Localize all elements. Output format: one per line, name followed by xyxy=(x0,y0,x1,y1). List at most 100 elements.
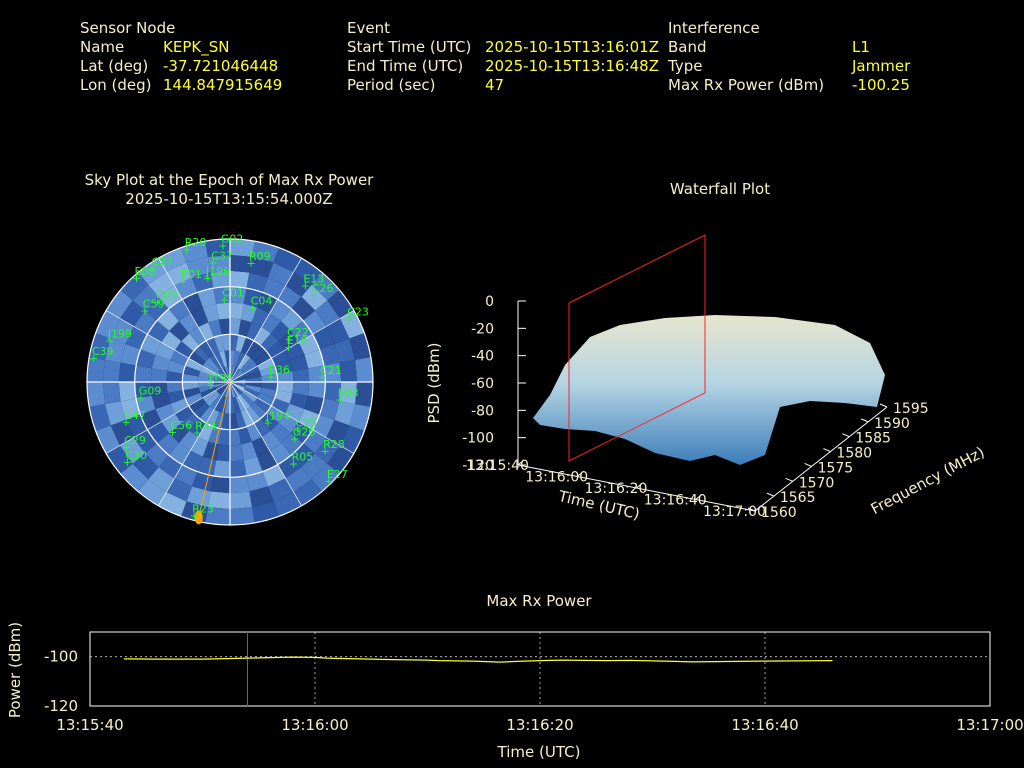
satellite-marker: + xyxy=(289,457,298,470)
sky-cell xyxy=(202,361,218,375)
satellite-label: E01 xyxy=(181,268,202,281)
sky-cell xyxy=(181,241,208,263)
lon-label: Lon (deg) xyxy=(80,76,152,94)
sky-cell xyxy=(349,404,371,431)
satellite-marker: + xyxy=(335,393,344,406)
frequency-tick-label: 1595 xyxy=(893,401,929,417)
sky-cell xyxy=(190,437,209,457)
sky-cell xyxy=(271,350,290,366)
sky-cell xyxy=(188,351,206,367)
frequency-tick-label: 1565 xyxy=(780,490,816,506)
sky-cell xyxy=(186,256,211,278)
sky-cell xyxy=(230,239,255,257)
sky-cell xyxy=(161,413,182,434)
sky-cell xyxy=(241,303,258,323)
sky-cell xyxy=(339,359,358,382)
sky-cell xyxy=(138,258,167,285)
sky-cell xyxy=(323,362,342,382)
max-power-value: -100.25 xyxy=(852,76,910,94)
x-tick-label: 13:17:00 xyxy=(956,716,1023,734)
sky-cell xyxy=(276,382,294,394)
time-tick xyxy=(695,494,703,500)
sky-cell xyxy=(230,371,244,382)
sky-cell xyxy=(219,350,228,368)
z-tick-label: -60 xyxy=(471,376,494,392)
z-tick-label: -80 xyxy=(471,403,494,419)
sky-cell xyxy=(136,349,156,369)
sky-cell xyxy=(340,310,365,339)
sky-cell xyxy=(293,258,322,285)
sky-cell xyxy=(245,376,262,382)
sky-cell xyxy=(230,382,236,398)
sky-cell xyxy=(134,365,152,382)
sky-cell xyxy=(243,288,263,308)
sky-cell xyxy=(205,392,220,407)
sky-cell xyxy=(230,379,246,382)
sky-cell xyxy=(261,313,282,334)
satellite-label: E03 xyxy=(338,386,359,399)
azimuth-spoke xyxy=(158,381,231,507)
frequency-tick xyxy=(860,418,869,423)
satellite-label: J195 xyxy=(208,372,233,385)
sky-cell xyxy=(266,405,286,423)
sky-cell xyxy=(245,382,262,388)
sky-cell xyxy=(216,371,230,382)
sky-cell xyxy=(327,290,354,319)
sky-cell xyxy=(218,318,230,336)
satellite-label: G09 xyxy=(139,385,162,398)
azimuth-spoke xyxy=(229,310,355,383)
frequency-tick xyxy=(804,462,812,467)
sky-cell xyxy=(168,299,191,322)
satellite-marker: + xyxy=(218,240,227,253)
sky-cell xyxy=(257,358,275,372)
sky-cell xyxy=(95,310,120,339)
end-value: 2025-10-15T13:16:48Z xyxy=(485,57,659,75)
jammer-bearing-line xyxy=(198,381,231,518)
sky-cell xyxy=(230,428,242,446)
sky-cell xyxy=(120,272,149,301)
sky-cell xyxy=(166,262,192,286)
satellite-marker: + xyxy=(89,352,98,365)
sensor-heading: Sensor Node xyxy=(80,19,176,37)
sky-cell xyxy=(169,422,190,443)
sky-cell xyxy=(174,341,194,359)
time-tick-label: 13:16:20 xyxy=(585,481,648,497)
sky-cell xyxy=(147,320,170,343)
sky-cell xyxy=(181,412,200,431)
sky-cell xyxy=(230,397,236,414)
satellite-label: E08 xyxy=(134,265,155,278)
satellite-label: C09 xyxy=(156,289,178,302)
sky-cell xyxy=(167,360,186,374)
sky-cell xyxy=(266,341,286,359)
satellite-marker: + xyxy=(182,243,191,256)
sky-cell xyxy=(104,401,126,426)
frequency-tick-label: 1585 xyxy=(855,431,891,447)
sky-cell xyxy=(290,421,313,444)
satellite-label: C27 xyxy=(152,256,174,269)
sky-cell xyxy=(268,478,294,502)
sky-cell xyxy=(202,389,218,403)
sky-cell xyxy=(217,369,230,382)
sky-cell xyxy=(232,396,241,414)
sky-cell xyxy=(290,320,313,343)
satellite-marker: + xyxy=(248,302,257,315)
sky-cell xyxy=(208,319,222,338)
satellite-marker: + xyxy=(123,456,132,469)
sky-cell xyxy=(230,318,242,336)
satellite-marker: + xyxy=(178,275,187,288)
sky-cell xyxy=(207,254,230,273)
sky-cell xyxy=(237,394,251,410)
power-chart: -100 -120 Power (dBm) 13:15:40 13:16:00 13:16… xyxy=(6,622,1024,761)
sky-cell xyxy=(207,491,230,510)
sky-cell xyxy=(292,368,310,382)
frequency-tick-label: 1590 xyxy=(874,416,910,432)
sky-cell xyxy=(334,401,356,426)
satellite-label: E13 xyxy=(303,273,324,286)
sky-cell xyxy=(178,313,199,334)
sky-cell xyxy=(138,479,167,506)
sky-cell xyxy=(254,351,272,367)
satellite-marker: + xyxy=(246,257,255,270)
sky-cell xyxy=(198,423,214,442)
sky-cell xyxy=(198,376,215,382)
sky-cell xyxy=(216,382,230,393)
